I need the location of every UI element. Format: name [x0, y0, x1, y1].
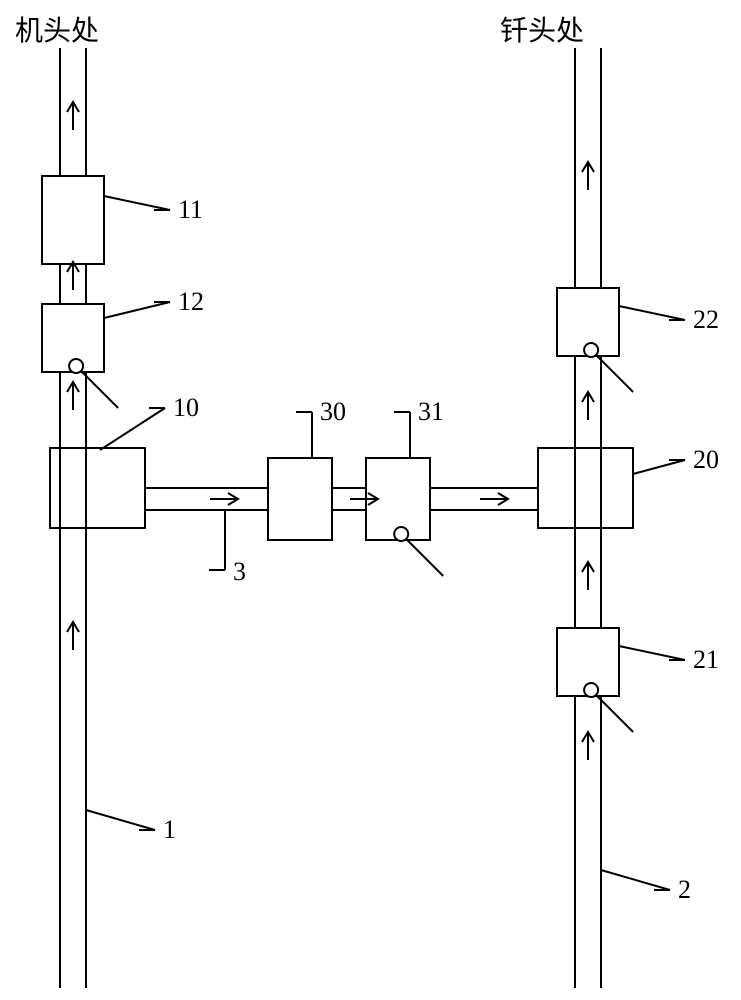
svg-text:30: 30 [320, 397, 346, 426]
svg-text:11: 11 [178, 195, 203, 224]
svg-text:1: 1 [163, 815, 176, 844]
block-30 [268, 458, 332, 540]
tee-20 [538, 448, 633, 528]
block-11 [42, 176, 104, 264]
svg-text:31: 31 [418, 397, 444, 426]
tee-10 [50, 448, 145, 528]
svg-text:2: 2 [678, 875, 691, 904]
svg-text:22: 22 [693, 305, 719, 334]
svg-text:20: 20 [693, 445, 719, 474]
svg-text:3: 3 [233, 557, 246, 586]
svg-text:12: 12 [178, 287, 204, 316]
diagram-root: 1112103031222021312机头处钎头处 [0, 0, 741, 1000]
header-left: 机头处 [15, 15, 99, 47]
svg-text:21: 21 [693, 645, 719, 674]
svg-text:10: 10 [173, 393, 199, 422]
header-right: 钎头处 [500, 15, 584, 47]
